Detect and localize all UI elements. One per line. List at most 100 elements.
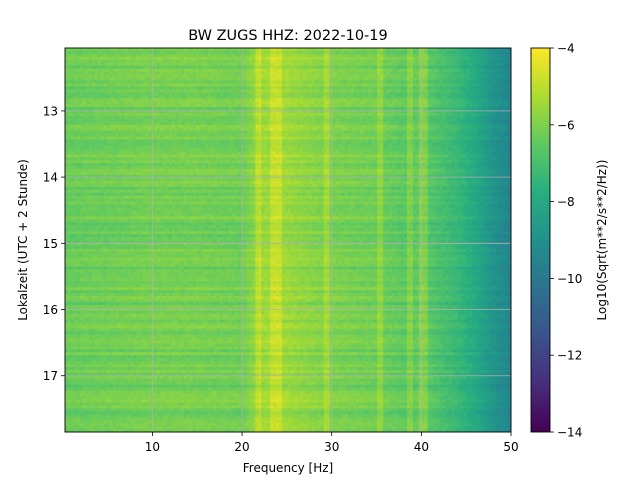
heatmap-cell bbox=[222, 89, 226, 93]
heatmap-cell bbox=[130, 110, 134, 114]
heatmap-cell bbox=[481, 95, 485, 99]
heatmap-cell bbox=[508, 68, 512, 73]
heatmap-cell bbox=[445, 77, 449, 81]
heatmap-cell bbox=[412, 59, 417, 64]
heatmap-cell bbox=[469, 68, 473, 73]
heatmap-cell bbox=[145, 107, 149, 111]
heatmap-cell bbox=[439, 130, 444, 135]
heatmap-cell bbox=[344, 115, 348, 120]
heatmap-cell bbox=[166, 95, 170, 99]
heatmap-cell bbox=[175, 121, 179, 126]
heatmap-cell bbox=[124, 124, 128, 129]
heatmap-cell bbox=[398, 62, 402, 67]
heatmap-cell bbox=[231, 80, 235, 84]
heatmap-cell bbox=[499, 53, 503, 58]
heatmap-cell bbox=[246, 121, 250, 126]
heatmap-cell bbox=[317, 56, 322, 61]
heatmap-cell bbox=[222, 48, 226, 52]
heatmap-cell bbox=[290, 56, 295, 61]
heatmap-cell bbox=[261, 92, 265, 96]
heatmap-cell bbox=[189, 104, 194, 108]
heatmap-cell bbox=[285, 130, 289, 135]
heatmap-cell bbox=[398, 139, 402, 143]
heatmap-cell bbox=[308, 110, 313, 114]
heatmap-cell bbox=[353, 48, 357, 52]
heatmap-cell bbox=[356, 74, 360, 78]
heatmap-cell bbox=[424, 107, 429, 111]
heatmap-cell bbox=[264, 77, 268, 81]
heatmap-cell bbox=[133, 115, 137, 120]
heatmap-cell bbox=[505, 124, 509, 129]
heatmap-cell bbox=[65, 68, 69, 73]
heatmap-cell bbox=[374, 62, 378, 67]
heatmap-cell bbox=[350, 110, 354, 114]
heatmap-cell bbox=[225, 133, 229, 138]
heatmap-cell bbox=[103, 62, 108, 67]
heatmap-cell bbox=[177, 89, 182, 93]
heatmap-cell bbox=[490, 136, 494, 140]
heatmap-cell bbox=[433, 127, 438, 132]
heatmap-cell bbox=[335, 80, 339, 84]
heatmap-cell bbox=[172, 98, 176, 102]
heatmap-cell bbox=[296, 115, 301, 120]
heatmap-cell bbox=[383, 121, 387, 126]
heatmap-cell bbox=[85, 145, 90, 149]
heatmap-cell bbox=[270, 71, 274, 75]
heatmap-cell bbox=[412, 98, 417, 102]
heatmap-cell bbox=[362, 121, 366, 126]
heatmap-cell bbox=[201, 115, 206, 120]
heatmap-cell bbox=[270, 59, 274, 64]
heatmap-cell bbox=[481, 98, 485, 102]
heatmap-cell bbox=[412, 62, 417, 67]
heatmap-cell bbox=[433, 59, 438, 64]
heatmap-cell bbox=[139, 89, 143, 93]
heatmap-cell bbox=[502, 136, 506, 140]
heatmap-cell bbox=[97, 118, 102, 123]
heatmap-cell bbox=[424, 59, 429, 64]
heatmap-cell bbox=[145, 68, 149, 73]
heatmap-cell bbox=[219, 104, 223, 108]
heatmap-cell bbox=[124, 92, 128, 96]
heatmap-cell bbox=[383, 53, 387, 58]
heatmap-cell bbox=[314, 124, 319, 129]
heatmap-cell bbox=[478, 98, 482, 102]
heatmap-cell bbox=[356, 112, 360, 117]
heatmap-cell bbox=[496, 53, 500, 58]
heatmap-cell bbox=[252, 133, 256, 138]
heatmap-cell bbox=[332, 139, 336, 143]
heatmap-cell bbox=[246, 77, 250, 81]
heatmap-cell bbox=[151, 112, 155, 117]
heatmap-cell bbox=[100, 71, 105, 75]
heatmap-cell bbox=[427, 62, 432, 67]
heatmap-cell bbox=[392, 124, 396, 129]
heatmap-cell bbox=[463, 124, 467, 129]
heatmap-cell bbox=[237, 74, 241, 78]
heatmap-cell bbox=[392, 86, 396, 90]
heatmap-cell bbox=[460, 133, 464, 138]
heatmap-cell bbox=[267, 62, 271, 67]
heatmap-cell bbox=[267, 59, 271, 64]
heatmap-cell bbox=[169, 112, 173, 117]
heatmap-cell bbox=[421, 92, 426, 96]
heatmap-cell bbox=[180, 89, 185, 93]
heatmap-cell bbox=[439, 89, 444, 93]
heatmap-cell bbox=[189, 110, 194, 114]
heatmap-cell bbox=[157, 115, 161, 120]
heatmap-cell bbox=[133, 104, 137, 108]
heatmap-cell bbox=[439, 80, 444, 84]
heatmap-cell bbox=[436, 86, 441, 90]
heatmap-cell bbox=[237, 77, 241, 81]
heatmap-cell bbox=[356, 110, 360, 114]
heatmap-cell bbox=[505, 92, 509, 96]
heatmap-cell bbox=[487, 139, 491, 143]
heatmap-cell bbox=[70, 136, 75, 140]
heatmap-cell bbox=[380, 92, 384, 96]
heatmap-cell bbox=[445, 83, 449, 87]
heatmap-cell bbox=[225, 50, 229, 55]
heatmap-cell bbox=[463, 118, 467, 123]
heatmap-cell bbox=[198, 92, 203, 96]
heatmap-cell bbox=[395, 77, 399, 81]
heatmap-cell bbox=[392, 115, 396, 120]
heatmap-cell bbox=[293, 121, 298, 126]
heatmap-cell bbox=[133, 145, 137, 149]
